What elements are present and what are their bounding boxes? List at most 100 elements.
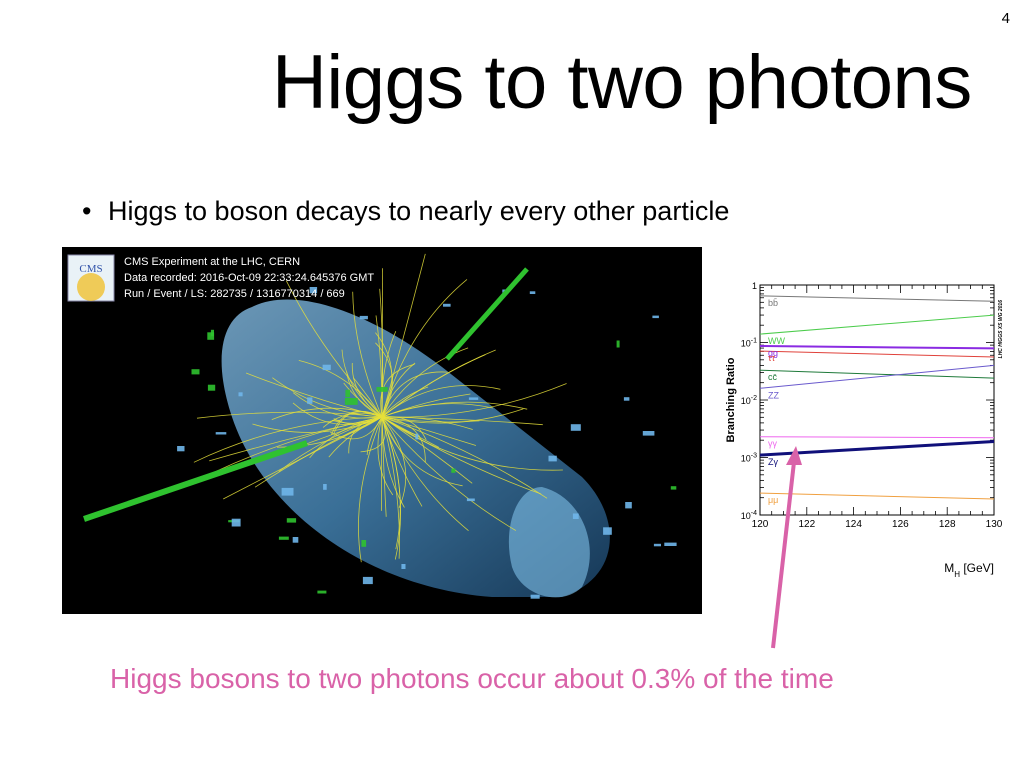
energy-deposit	[623, 397, 630, 401]
energy-deposit	[278, 536, 289, 540]
series-label: ZZ	[768, 390, 779, 400]
track	[292, 392, 383, 419]
track	[196, 411, 383, 419]
x-tick-labels: 120 122 124 126 128 130	[752, 519, 1003, 530]
x-axis-label-sub: H	[954, 570, 960, 579]
y-tick-labels: 1 10-1 10-2 10-3 10-4	[741, 281, 757, 521]
caption: Higgs bosons to two photons occur about …	[110, 663, 834, 694]
track	[292, 402, 383, 425]
series-line	[759, 369, 995, 379]
track	[381, 416, 473, 484]
energy-deposit	[215, 432, 227, 435]
track	[381, 416, 477, 446]
energy-deposit	[322, 364, 331, 371]
track	[358, 416, 383, 563]
x-axis-label-main: M	[944, 561, 954, 575]
energy-deposit	[415, 433, 419, 440]
series-label: ττ	[768, 353, 776, 363]
track	[381, 416, 427, 440]
energy-deposit	[361, 540, 367, 547]
track	[381, 416, 463, 487]
energy-deposit	[317, 590, 327, 594]
energy-deposit	[231, 518, 241, 527]
y-tick-label: 10-2	[741, 395, 757, 406]
photon-1	[83, 440, 308, 522]
energy-deposits	[177, 287, 677, 599]
energy-deposit	[401, 564, 406, 569]
energy-deposit	[207, 384, 216, 391]
track	[381, 362, 416, 418]
track	[254, 416, 383, 488]
y-tick-label: 10-4	[741, 510, 757, 521]
track	[352, 291, 383, 418]
energy-deposit	[530, 594, 540, 599]
y-axis-label: Branching Ratio	[725, 357, 737, 442]
track	[381, 416, 440, 448]
y-tick-label: 10-3	[741, 453, 757, 464]
track	[351, 362, 383, 418]
series-label: μμ	[768, 495, 778, 505]
energy-deposit	[286, 518, 297, 523]
energy-deposit	[191, 369, 200, 375]
energy-deposit	[468, 397, 479, 400]
track	[381, 401, 528, 418]
side-label: LHC HIGGS XS WG 2016	[998, 300, 1004, 359]
x-axis-label: MH [GeV]	[944, 561, 994, 579]
event-line-2: Data recorded: 2016-Oct-09 22:33:24.6453…	[124, 272, 374, 284]
x-tick-label: 128	[939, 519, 956, 530]
track	[381, 279, 468, 418]
event-display-graphic: CMS CMS Experiment at the LHC, CERN Data…	[67, 253, 677, 599]
energy-deposit	[603, 527, 612, 535]
energy-deposit	[345, 389, 350, 398]
track	[375, 315, 383, 418]
series-label: gg	[768, 348, 778, 358]
bullet-text: Higgs to boson decays to nearly every ot…	[108, 196, 730, 226]
x-tick-label: 120	[752, 519, 769, 530]
energy-deposit	[652, 315, 659, 319]
energy-deposit	[309, 287, 318, 294]
track	[211, 416, 383, 474]
track	[381, 386, 429, 418]
energy-deposit	[238, 392, 243, 397]
energy-deposit	[451, 468, 456, 473]
track	[360, 416, 386, 453]
energy-deposit	[207, 332, 215, 340]
track	[375, 342, 393, 418]
track	[285, 280, 383, 418]
energy-deposit	[625, 502, 632, 509]
track	[381, 416, 407, 509]
series-label: WW	[768, 336, 785, 346]
x-axis-label-unit: [GeV]	[960, 561, 994, 575]
series-label: bb̄	[768, 298, 778, 308]
track	[381, 349, 496, 418]
energy-deposit	[616, 340, 620, 348]
slide-title: Higgs to two photons	[272, 40, 972, 125]
energy-deposit	[642, 431, 655, 436]
series-line	[759, 492, 995, 500]
track	[381, 416, 401, 560]
bullet-item: • Higgs to boson decays to nearly every o…	[82, 195, 729, 227]
track	[381, 416, 517, 531]
cms-logo-text: CMS	[79, 263, 102, 275]
x-tick-label: 130	[986, 519, 1003, 530]
page-number: 4	[1001, 10, 1010, 27]
energy-deposit	[664, 542, 677, 546]
series-label: Zγ	[768, 457, 778, 467]
energy-deposit	[653, 543, 661, 547]
x-tick-label: 124	[845, 519, 862, 530]
energy-deposit	[210, 329, 214, 337]
energy-deposit	[359, 315, 368, 320]
track	[223, 416, 383, 500]
track	[377, 416, 394, 496]
track	[381, 416, 383, 511]
detector-endcap	[508, 487, 590, 598]
energy-deposit	[362, 576, 373, 585]
x-tick-label: 122	[798, 519, 815, 530]
series-line	[759, 364, 995, 389]
series-line	[759, 314, 995, 335]
track	[375, 332, 393, 418]
energy-deposit	[323, 484, 327, 490]
track	[366, 416, 383, 456]
photon-2	[445, 267, 529, 361]
